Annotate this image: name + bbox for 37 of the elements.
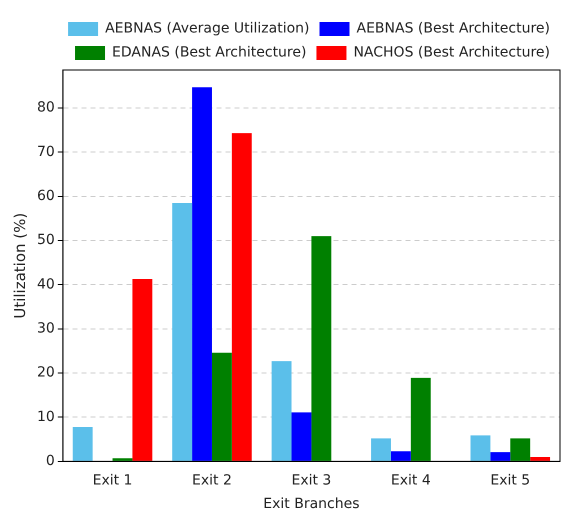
- bar: [371, 438, 391, 461]
- legend-label: AEBNAS (Average Utilization): [105, 20, 310, 37]
- bar: [192, 87, 212, 461]
- bar: [172, 202, 192, 461]
- y-tick-label: 70: [36, 144, 55, 160]
- bar: [510, 438, 530, 461]
- bar: [232, 133, 252, 461]
- y-tick-label: 20: [36, 364, 55, 381]
- bar: [311, 236, 332, 461]
- y-tick-label: 0: [46, 453, 55, 470]
- y-tick-label: 40: [36, 276, 55, 292]
- legend-label: NACHOS (Best Architecture): [353, 44, 550, 61]
- x-tick-label: Exit 5: [490, 472, 530, 488]
- y-tick-label: 10: [36, 408, 55, 425]
- y-tick-label: 60: [36, 188, 55, 204]
- y-axis-title: Utilization (%): [10, 212, 29, 319]
- legend-label: EDANAS (Best Architecture): [112, 44, 306, 61]
- x-tick-label: Exit 2: [192, 472, 232, 488]
- x-axis-title: Exit Branches: [263, 496, 360, 512]
- bar: [530, 456, 550, 461]
- bar: [212, 352, 232, 461]
- bar: [470, 435, 490, 461]
- bar: [272, 361, 292, 461]
- x-tick-label: Exit 4: [390, 472, 431, 488]
- bar: [490, 452, 510, 461]
- bar: [410, 378, 431, 461]
- bar: [132, 278, 152, 461]
- bar: [390, 451, 411, 461]
- bar: [72, 426, 93, 461]
- y-tick-label: 80: [36, 100, 55, 116]
- y-tick-label: 50: [36, 232, 55, 248]
- legend-label: AEBNAS (Best Architecture): [356, 20, 550, 37]
- x-tick-label: Exit 1: [92, 472, 132, 488]
- x-tick-label: Exit 3: [291, 472, 332, 488]
- bar: [292, 412, 312, 461]
- y-tick-label: 30: [36, 320, 55, 337]
- bar: [112, 458, 132, 461]
